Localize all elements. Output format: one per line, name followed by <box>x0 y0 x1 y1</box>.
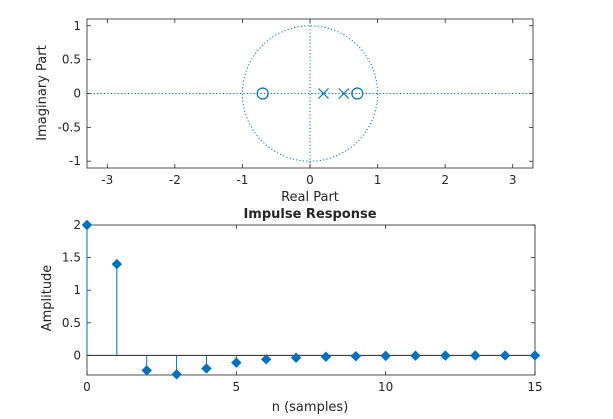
pole-zero-ytick-label: -1 <box>69 154 81 168</box>
zero-marker <box>256 87 269 100</box>
impulse-response-ytick-label: 1 <box>73 283 81 297</box>
pole-zero-ytick-label: 0.5 <box>62 53 81 67</box>
pole-marker <box>338 88 350 99</box>
impulse-response-xtick-label: 10 <box>378 380 393 394</box>
impulse-response-ytick-label: 0 <box>73 348 81 362</box>
pole-zero-xtick-label: -1 <box>236 173 248 187</box>
impulse-response-ytick-label: 1.5 <box>62 251 81 265</box>
impulse-response-xtick-label: 5 <box>233 380 241 394</box>
impulse-response-plot: 0 5 10 15 0 0.5 1 1.5 2 Impulse Response n (samp… <box>40 207 543 415</box>
impulse-response-ylabel: Amplitude <box>40 265 55 332</box>
stem-marker <box>260 354 272 365</box>
stem-marker <box>470 350 481 361</box>
stem-marker <box>231 357 242 368</box>
pole-marker-stroke <box>318 88 329 99</box>
pole-zero-xtick-label: 1 <box>374 173 382 187</box>
stem-marker <box>350 351 362 362</box>
pole-zero-ytick-label: 1 <box>73 19 81 33</box>
stem-marker <box>499 350 511 361</box>
pole-marker-stroke <box>338 88 350 99</box>
pole-zero-xtick-label: -3 <box>101 173 113 187</box>
impulse-response-title: Impulse Response <box>243 207 376 222</box>
impulse-response-xtick-label: 15 <box>527 380 542 394</box>
stem-marker <box>410 350 421 361</box>
pole-zero-xtick-label: -2 <box>169 173 181 187</box>
stem-marker <box>141 365 152 376</box>
impulse-response-marks: 0 5 10 15 0 0.5 1 1.5 2 <box>62 218 543 394</box>
pole-zero-xlabel: Real Part <box>281 190 339 205</box>
stem-marker <box>171 369 182 380</box>
pole-zero-marks: -3 -2 -1 0 1 2 3 -1 -0.5 0 0.5 1 <box>58 19 533 187</box>
zero-marker <box>351 87 364 100</box>
stem-marker <box>380 350 391 362</box>
pole-zero-ylabel: Imaginary Part <box>35 45 50 140</box>
pole-zero-xtick-label: 2 <box>441 173 449 187</box>
impulse-response-xtick-label: 0 <box>83 380 91 394</box>
stem-marker <box>440 350 451 361</box>
impulse-response-ytick-label: 0.5 <box>62 316 81 330</box>
stem-marker <box>320 351 332 362</box>
impulse-response-xlabel: n (samples) <box>272 400 349 415</box>
pole-zero-plot: -3 -2 -1 0 1 2 3 -1 -0.5 0 0.5 1 Real Part Imaginar… <box>35 18 534 205</box>
pole-zero-ytick-label: 0 <box>73 87 81 101</box>
stem-marker <box>290 352 302 363</box>
pole-marker <box>318 88 329 99</box>
stem-marker <box>201 363 212 374</box>
stem-marker <box>81 219 93 231</box>
pole-zero-xtick-label: 3 <box>509 173 517 187</box>
stem-marker <box>529 350 541 361</box>
impulse-response-ytick-label: 2 <box>73 218 81 232</box>
pole-zero-ytick-label: -0.5 <box>58 120 81 134</box>
pole-zero-xtick-label: 0 <box>306 173 314 187</box>
impulse-response-axes-box <box>86 224 536 376</box>
stem-marker <box>111 258 123 270</box>
unit-circle <box>241 25 379 162</box>
